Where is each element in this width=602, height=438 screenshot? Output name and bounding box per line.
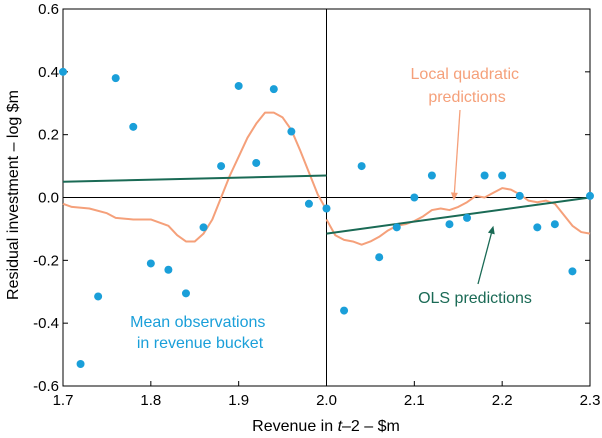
y-axis-title: Residual investment – log $m [5, 90, 22, 300]
x-tick-label: 1.9 [228, 392, 249, 409]
arrowhead-ols [487, 225, 495, 235]
data-point [252, 158, 261, 167]
data-point [392, 223, 401, 232]
data-point [410, 193, 419, 202]
arrow-ols [477, 233, 492, 285]
data-point [550, 220, 559, 229]
data-point [199, 223, 208, 232]
data-point [498, 171, 507, 180]
data-point [234, 81, 243, 90]
annotation-mean-observations: Mean observations in revenue bucket [130, 314, 270, 352]
data-point [586, 191, 594, 200]
y-tick-label: -0.6 [33, 378, 59, 395]
y-tick-label: 0.6 [38, 1, 59, 18]
data-point [164, 265, 173, 274]
data-point [269, 85, 278, 94]
x-axis-title-prefix: Revenue in [252, 418, 337, 435]
annotation-local-quadratic-line1: Local quadratic [411, 66, 520, 83]
data-point [445, 220, 454, 229]
data-point [94, 292, 103, 301]
x-tick-label: 2.1 [404, 392, 425, 409]
annotation-mean-line2: in revenue bucket [137, 335, 264, 352]
annotation-local-quadratic: Local quadratic predictions [411, 66, 524, 106]
local-quadratic-line-segment-2 [325, 187, 591, 246]
x-tick-label: 1.7 [53, 392, 74, 409]
y-tick-label: 0.0 [38, 190, 59, 207]
data-point [568, 267, 577, 276]
data-point [463, 213, 472, 222]
data-point [427, 171, 436, 180]
x-axis-title-suffix: –2 – $m [342, 418, 400, 435]
data-point [340, 306, 349, 315]
annotation-ols: OLS predictions [418, 290, 532, 307]
arrowhead-local-quadratic [450, 192, 458, 201]
data-point [375, 253, 384, 262]
annotation-mean-line1: Mean observations [130, 314, 265, 331]
x-tick-label: 1.8 [140, 392, 161, 409]
annotation-ols-line1: OLS predictions [418, 290, 532, 307]
data-point [515, 191, 524, 200]
y-tick-label: -0.4 [33, 315, 59, 332]
data-point [480, 171, 489, 180]
x-tick-label: 2.2 [492, 392, 513, 409]
data-point [146, 259, 155, 268]
data-point [304, 199, 313, 208]
x-axis-title-italic: t [338, 418, 343, 435]
data-point [111, 74, 120, 83]
data-point [59, 67, 67, 76]
data-point [129, 122, 138, 131]
data-point [357, 162, 366, 171]
y-tick-label: -0.2 [33, 252, 59, 269]
x-axis-title: Revenue in t–2 – $m [252, 418, 400, 435]
y-tick-label: 0.2 [38, 127, 59, 144]
arrow-local-quadratic [453, 109, 461, 193]
x-tick-label: 2.0 [316, 392, 337, 409]
y-tick-label: 0.4 [38, 64, 59, 81]
tick-labels: 1.7 1.8 1.9 2.0 2.1 2.2 2.3 0.6 0.4 0.2 0.0 -0.2 -0.… [33, 1, 600, 409]
data-point [533, 223, 542, 232]
plot-area [59, 8, 594, 387]
ols-line-segment-1 [62, 174, 327, 183]
data-point [217, 162, 226, 171]
data-point [287, 127, 296, 136]
x-tick-label: 2.3 [580, 392, 601, 409]
data-point [322, 204, 331, 213]
ols-line-segment-2 [326, 196, 591, 235]
data-point [76, 360, 85, 369]
data-point [181, 289, 190, 298]
annotation-local-quadratic-line2: predictions [428, 89, 505, 106]
